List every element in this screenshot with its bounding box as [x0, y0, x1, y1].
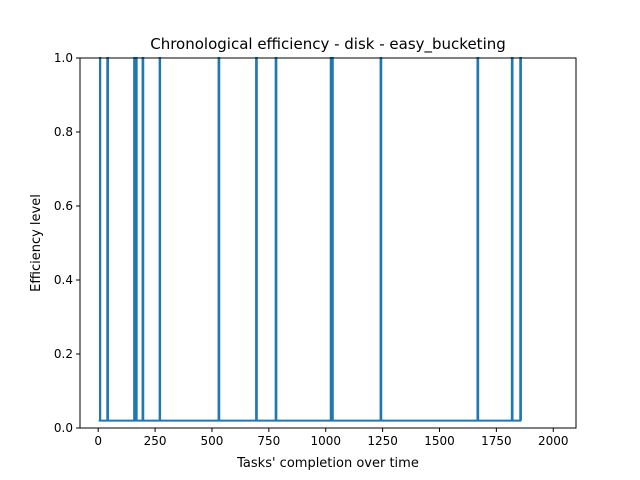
y-tick-label: 0.0 — [54, 421, 73, 435]
x-tick-label: 0 — [94, 434, 102, 448]
y-tick-label: 0.6 — [54, 199, 73, 213]
x-tick-label: 500 — [201, 434, 224, 448]
y-tick-label: 1.0 — [54, 51, 73, 65]
y-tick-label: 0.8 — [54, 125, 73, 139]
x-tick-label: 250 — [144, 434, 167, 448]
chart-title: Chronological efficiency - disk - easy_b… — [150, 35, 506, 54]
x-tick-label: 1750 — [481, 434, 512, 448]
x-axis-label: Tasks' completion over time — [236, 456, 419, 471]
y-axis-label: Efficiency level — [29, 194, 44, 292]
x-tick-label: 1000 — [310, 434, 341, 448]
x-tick-label: 1500 — [424, 434, 455, 448]
plot-area-frame — [79, 57, 577, 429]
x-tick-label: 2000 — [538, 434, 569, 448]
y-tick-label: 0.4 — [54, 273, 73, 287]
x-axis-ticks: 0 250 500 750 1000 1250 1500 1750 2000 — [94, 428, 569, 448]
x-tick-label: 750 — [257, 434, 280, 448]
y-axis-ticks: 0.0 0.2 0.4 0.6 0.8 1.0 — [54, 51, 80, 435]
y-tick-label: 0.2 — [54, 347, 73, 361]
x-tick-label: 1250 — [367, 434, 398, 448]
